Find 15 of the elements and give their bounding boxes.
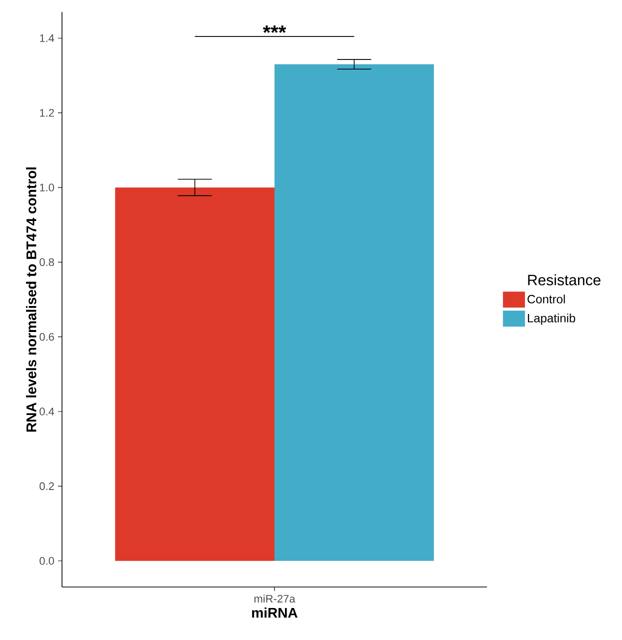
x-axis-title: miRNA — [252, 607, 298, 618]
y-tick-label: 0.8 — [40, 258, 54, 266]
y-tick-label: 1.4 — [40, 34, 54, 42]
legend-label: Lapatinib — [528, 314, 576, 325]
y-tick-label: 0.0 — [40, 556, 54, 565]
legend-title: Resistance — [528, 274, 600, 286]
y-tick-label: 0.6 — [40, 332, 54, 341]
y-tick-label: 0.2 — [40, 482, 54, 490]
y-tick-label: 0.4 — [40, 408, 54, 416]
legend-label: Control — [528, 294, 565, 304]
x-tick-label: miR-27a — [254, 594, 296, 603]
y-tick-label: 1.0 — [40, 184, 54, 192]
y-tick-label: 1.2 — [40, 108, 54, 117]
annotation: *** — [262, 25, 286, 33]
y-axis-title: RNA levels normalised to BT474 control — [26, 167, 36, 432]
